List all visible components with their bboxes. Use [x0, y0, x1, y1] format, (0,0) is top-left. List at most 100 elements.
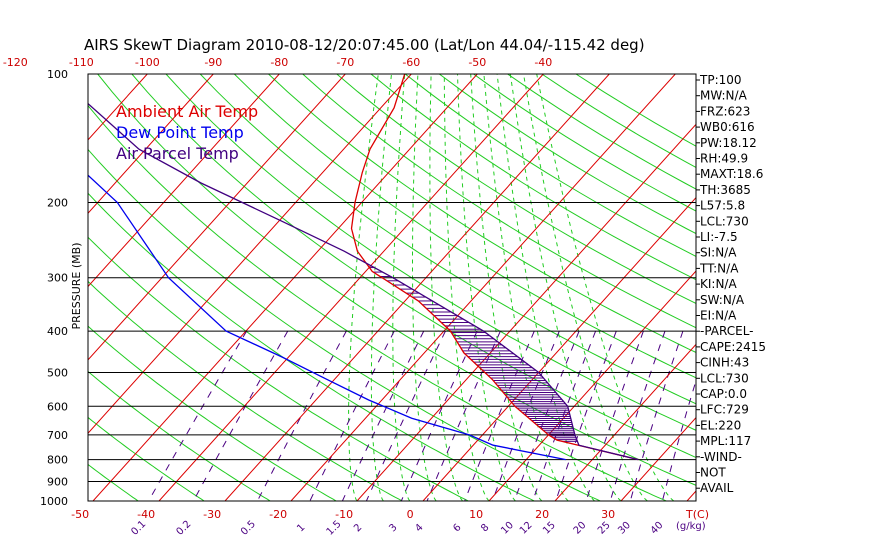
index-label: EI:N/A — [700, 309, 737, 323]
legend-entry: Air Parcel Temp — [116, 144, 239, 163]
dry-adiabat — [336, 74, 696, 304]
index-label: RH:49.9 — [700, 152, 748, 166]
ambient-temp-line — [350, 74, 639, 461]
isotherm — [158, 74, 544, 501]
isotherm — [356, 123, 696, 501]
index-label: MW:N/A — [700, 89, 748, 103]
bottom-temp-tick-label: -40 — [137, 508, 155, 521]
pressure-tick-label: 500 — [47, 366, 68, 379]
top-temp-tick-label: -60 — [402, 56, 420, 69]
mixing-ratio-label: 1.5 — [325, 519, 344, 538]
index-label: WB0:616 — [700, 120, 755, 134]
moist-adiabat — [392, 74, 411, 501]
moist-adiabat — [348, 74, 379, 501]
index-label: AVAIL — [700, 481, 734, 495]
moist-adiabat — [443, 74, 490, 501]
index-label: L57:5.8 — [700, 199, 745, 213]
pressure-tick-label: 600 — [47, 400, 68, 413]
dry-adiabat — [268, 74, 696, 354]
bottom-temp-tick-label: 30 — [601, 508, 615, 521]
bottom-temp-tick-label: 10 — [469, 508, 483, 521]
dry-adiabat — [404, 74, 696, 257]
index-label: SI:N/A — [700, 246, 737, 260]
bottom-temp-tick-label: -30 — [203, 508, 221, 521]
top-temp-tick-label: -80 — [270, 56, 288, 69]
isotherm — [88, 74, 280, 288]
mixing-ratio-label: 3 — [387, 522, 399, 534]
isotherm — [88, 74, 346, 361]
top-temp-tick-label: -120 — [3, 56, 28, 69]
pressure-tick-label: 400 — [47, 325, 68, 338]
chart-title: AIRS SkewT Diagram 2010-08-12/20:07:45.0… — [84, 36, 645, 54]
dew-point-line — [88, 174, 566, 461]
index-label: -PARCEL- — [700, 324, 754, 338]
mixing-ratio-line — [629, 330, 684, 501]
isotherm — [88, 74, 412, 434]
dry-adiabat — [302, 74, 696, 329]
bottom-temp-tick-label: 0 — [407, 508, 414, 521]
plot-frame — [87, 73, 697, 502]
moist-adiabat — [496, 74, 595, 501]
index-label: LCL:730 — [700, 371, 749, 385]
mixing-ratio-label: 20 — [572, 520, 589, 537]
index-label: TT:N/A — [699, 261, 739, 275]
dry-adiabat — [88, 416, 205, 501]
index-label: NOT — [700, 466, 726, 480]
dry-adiabat — [88, 104, 667, 501]
moist-adiabat — [509, 74, 622, 501]
bottom-temp-tick-label: -20 — [269, 508, 287, 521]
isotherm — [554, 343, 696, 501]
y-axis-label: PRESSURE (MB) — [70, 243, 83, 330]
pressure-tick-label: 200 — [47, 197, 68, 210]
moist-adiabat — [370, 74, 392, 501]
isotherm — [224, 74, 610, 501]
pressure-tick-label: 1000 — [40, 495, 68, 508]
index-label: SW:N/A — [700, 293, 745, 307]
top-temp-tick-label: -100 — [135, 56, 160, 69]
index-label: EL:220 — [700, 418, 741, 432]
mixing-ratio-label: 30 — [616, 520, 633, 537]
index-label: -WIND- — [700, 450, 742, 464]
index-label: LI:-7.5 — [700, 230, 738, 244]
isotherm — [422, 196, 696, 501]
isotherm — [88, 74, 214, 214]
legend-entry: Ambient Air Temp — [116, 102, 258, 121]
mixing-ratio-label: 15 — [541, 520, 558, 537]
pressure-tick-label: 900 — [47, 475, 68, 488]
dry-adiabat — [88, 370, 271, 501]
index-label: LFC:729 — [700, 403, 749, 417]
mixing-ratio-line — [585, 330, 644, 501]
bottom-temp-tick-label: -10 — [335, 508, 353, 521]
moist-adiabat — [457, 74, 516, 501]
dry-adiabat — [0, 74, 6, 501]
dry-adiabat — [473, 74, 696, 212]
mixing-ratio-line — [148, 330, 248, 501]
dry-adiabat — [131, 74, 696, 459]
isotherm — [290, 74, 676, 501]
mixing-ratio-label: 0.1 — [129, 519, 148, 538]
index-label: CINH:43 — [700, 356, 749, 370]
dry-adiabat — [88, 463, 139, 501]
moist-adiabat — [470, 74, 543, 501]
dry-adiabat — [370, 74, 696, 281]
legend-entry: Dew Point Temp — [116, 123, 244, 142]
mixing-ratio-line — [192, 330, 289, 501]
mixing-ratio-line — [400, 330, 478, 501]
bottom-temp-unit: T(C) — [685, 508, 709, 521]
index-label: LCL:730 — [700, 214, 749, 228]
mixing-ratio-label: 8 — [479, 522, 491, 534]
mixing-ratio-label: 0.2 — [174, 519, 193, 538]
index-label: CAP:0.0 — [700, 387, 747, 401]
index-label: MPL:117 — [700, 434, 751, 448]
dry-adiabat — [233, 74, 696, 379]
index-label: TH:3685 — [699, 183, 751, 197]
index-label: PW:18.12 — [700, 136, 757, 150]
moist-adiabat — [523, 74, 648, 501]
mixing-ratio-label: 6 — [451, 522, 463, 534]
mixing-ratio-label: 4 — [413, 522, 425, 534]
pressure-tick-label: 100 — [47, 68, 68, 81]
isotherm — [620, 416, 696, 501]
index-label: MAXT:18.6 — [700, 167, 763, 181]
index-label: CAPE:2415 — [700, 340, 766, 354]
dry-adiabat — [88, 280, 403, 501]
